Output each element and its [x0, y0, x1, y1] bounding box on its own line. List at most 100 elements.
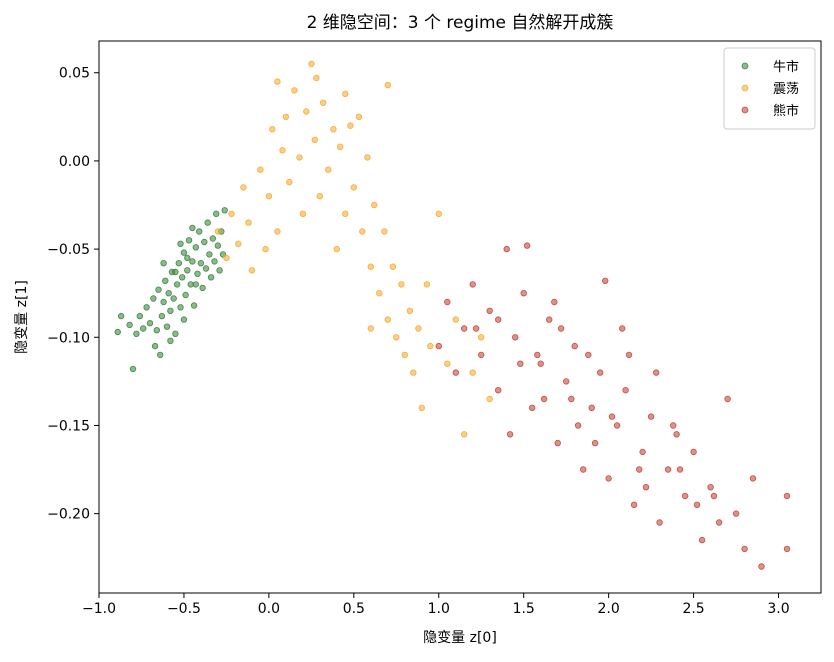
scatter-point: [143, 304, 150, 311]
plot-marks: [114, 60, 791, 570]
scatter-point: [184, 254, 191, 262]
scatter-point: [155, 286, 162, 293]
scatter-point: [758, 563, 765, 570]
scatter-point: [240, 184, 247, 191]
scatter-point: [153, 327, 160, 334]
scatter-point: [486, 395, 493, 403]
scatter-point: [214, 228, 222, 235]
legend-label: 牛市: [773, 59, 799, 75]
scatter-point: [554, 439, 561, 447]
scatter-point: [681, 492, 689, 500]
plot-frame: [98, 40, 822, 594]
scatter-point: [355, 113, 363, 120]
scatter-point: [602, 277, 609, 284]
scatter-point: [537, 360, 544, 367]
scatter-point: [165, 290, 172, 297]
scatter-point: [192, 244, 199, 251]
scatter-point: [172, 268, 179, 276]
scatter-point: [469, 369, 476, 376]
scatter-point: [342, 90, 349, 98]
scatter-point: [330, 125, 337, 133]
y-tick-label: −0.20: [47, 507, 90, 523]
scatter-point: [189, 224, 196, 232]
scatter-point: [262, 245, 269, 253]
scatter-point: [557, 325, 565, 332]
scatter-point: [625, 351, 633, 359]
scatter-point: [585, 351, 592, 359]
scatter-point: [517, 360, 524, 367]
series-2: [435, 242, 791, 570]
scatter-point: [192, 281, 199, 288]
scatter-point: [410, 369, 417, 376]
scatter-point: [605, 475, 612, 482]
scatter-point: [185, 237, 193, 244]
scatter-point: [427, 342, 434, 350]
legend-marker: [741, 106, 749, 114]
scatter-point: [749, 475, 757, 482]
scatter-point: [286, 178, 293, 186]
scatter-point: [223, 254, 230, 262]
scatter-point: [783, 492, 791, 500]
scatter-point: [274, 228, 281, 235]
scatter-point: [162, 277, 169, 284]
scatter-point: [588, 404, 595, 411]
scatter-point: [389, 263, 397, 270]
scatter-point: [209, 235, 216, 242]
scatter-point: [150, 295, 157, 302]
scatter-point: [529, 404, 536, 411]
scatter-point: [653, 369, 660, 376]
scatter-point: [613, 422, 621, 429]
scatter-point: [495, 316, 502, 323]
scatter-point: [129, 365, 137, 373]
scatter-point: [182, 291, 189, 299]
scatter-point: [664, 466, 672, 473]
x-tick-label: 2.5: [682, 601, 704, 617]
scatter-point: [299, 210, 307, 217]
scatter-point: [313, 74, 320, 82]
scatter-point: [647, 413, 655, 420]
scatter-point: [274, 78, 281, 85]
series-0: [114, 207, 228, 373]
scatter-point: [512, 334, 519, 341]
y-tick-label: 0.05: [59, 66, 90, 82]
scatter-point: [690, 448, 697, 456]
y-axis-title: 隐变量 z[1]: [14, 280, 30, 354]
scatter-point: [384, 81, 391, 89]
scatter-point: [783, 545, 791, 553]
scatter-point: [325, 166, 332, 173]
scatter-point: [333, 245, 340, 253]
x-tick-label: 2.0: [598, 601, 620, 617]
scatter-point: [303, 108, 310, 115]
scatter-point: [184, 267, 191, 274]
scatter-point: [371, 201, 378, 209]
legend-label: 熊市: [773, 103, 799, 119]
x-tick-label: 0.5: [343, 601, 365, 617]
scatter-point: [146, 320, 154, 327]
scatter-point: [741, 545, 748, 553]
scatter-point: [591, 439, 599, 447]
scatter-point: [673, 431, 680, 438]
scatter-point: [597, 369, 604, 376]
scatter-point: [376, 290, 383, 297]
y-tick-label: −0.05: [47, 242, 90, 258]
scatter-point: [642, 484, 650, 491]
scatter-point: [698, 536, 706, 544]
x-tick-label: 3.0: [767, 601, 789, 617]
scatter-point: [452, 369, 459, 376]
scatter-point: [133, 330, 140, 337]
scatter-point: [199, 284, 206, 292]
scatter-point: [423, 281, 431, 288]
scatter-point: [381, 228, 388, 235]
scatter-point: [608, 413, 616, 420]
scatter-point: [452, 316, 459, 323]
scatter-point: [342, 210, 349, 217]
scatter-point: [393, 334, 400, 341]
scatter-point: [676, 466, 684, 473]
scatter-point: [189, 258, 196, 265]
x-tick-label: −1.0: [82, 601, 116, 617]
scatter-point: [710, 492, 718, 500]
scatter-point: [221, 207, 228, 214]
scatter-point: [197, 260, 205, 267]
scatter-point: [563, 378, 570, 385]
